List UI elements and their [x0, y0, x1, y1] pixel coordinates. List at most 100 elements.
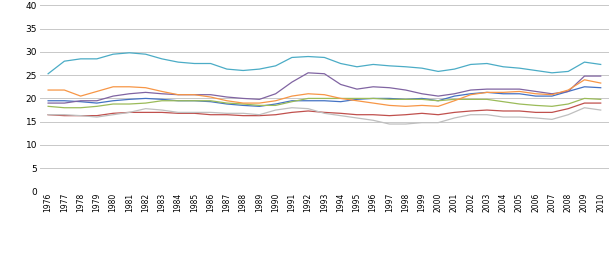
Austria — [223, 101, 231, 105]
Sweden — [239, 69, 247, 72]
United Kingdom — [272, 99, 279, 102]
European Union — [337, 100, 344, 103]
Austria — [207, 99, 214, 102]
European Union — [158, 98, 165, 101]
Austria — [451, 98, 458, 101]
Line: United Kingdom: United Kingdom — [48, 80, 601, 106]
Sweden — [175, 61, 182, 64]
Finland — [499, 88, 507, 91]
Austria — [499, 100, 507, 103]
United States — [581, 106, 588, 109]
United States — [288, 106, 296, 109]
Sweden — [304, 55, 312, 58]
Austria — [370, 97, 377, 100]
World — [288, 111, 296, 114]
United States — [125, 111, 133, 114]
Austria — [239, 102, 247, 106]
Finland — [370, 85, 377, 88]
Finland — [288, 81, 296, 84]
Austria — [256, 104, 263, 107]
Finland — [597, 74, 605, 78]
European Union — [581, 85, 588, 88]
United States — [402, 122, 410, 126]
European Union — [597, 86, 605, 89]
Finland — [337, 83, 344, 86]
United States — [61, 113, 68, 116]
World — [418, 112, 426, 115]
European Union — [239, 104, 247, 107]
World — [61, 114, 68, 117]
United Kingdom — [256, 101, 263, 105]
United States — [418, 121, 426, 124]
Finland — [61, 101, 68, 105]
United States — [320, 112, 328, 115]
United Kingdom — [418, 104, 426, 107]
United States — [337, 114, 344, 117]
United States — [565, 113, 572, 116]
World — [320, 111, 328, 114]
Line: Austria: Austria — [48, 98, 601, 108]
Line: European Union: European Union — [48, 87, 601, 106]
Austria — [548, 105, 555, 108]
Sweden — [467, 63, 474, 66]
Line: United States: United States — [48, 108, 601, 124]
European Union — [256, 105, 263, 108]
World — [142, 111, 149, 114]
United Kingdom — [158, 90, 165, 93]
Finland — [451, 92, 458, 95]
Sweden — [597, 63, 605, 66]
Finland — [418, 92, 426, 95]
Finland — [109, 94, 117, 98]
United Kingdom — [223, 99, 231, 102]
Austria — [158, 99, 165, 102]
Finland — [532, 90, 539, 93]
Sweden — [142, 53, 149, 56]
United Kingdom — [451, 99, 458, 102]
European Union — [418, 97, 426, 100]
European Union — [320, 99, 328, 102]
United States — [386, 122, 393, 126]
Austria — [304, 97, 312, 100]
United Kingdom — [370, 101, 377, 105]
European Union — [499, 92, 507, 95]
Austria — [109, 102, 117, 106]
World — [548, 111, 555, 114]
European Union — [288, 99, 296, 102]
United Kingdom — [304, 92, 312, 95]
World — [223, 113, 231, 116]
Finland — [467, 88, 474, 92]
Sweden — [256, 68, 263, 71]
United Kingdom — [532, 92, 539, 95]
World — [597, 101, 605, 105]
Finland — [125, 92, 133, 95]
Line: World: World — [48, 103, 601, 116]
Finland — [207, 93, 214, 96]
World — [256, 114, 263, 117]
United States — [142, 107, 149, 110]
Austria — [175, 99, 182, 102]
United Kingdom — [353, 99, 360, 102]
Sweden — [548, 71, 555, 74]
European Union — [61, 99, 68, 102]
Finland — [353, 88, 360, 91]
European Union — [125, 98, 133, 101]
World — [207, 113, 214, 116]
European Union — [548, 94, 555, 98]
Austria — [516, 102, 523, 106]
Sweden — [581, 61, 588, 64]
Finland — [304, 71, 312, 74]
Sweden — [532, 69, 539, 72]
Sweden — [353, 65, 360, 68]
Austria — [467, 98, 474, 101]
Sweden — [44, 72, 52, 75]
Sweden — [516, 66, 523, 70]
United Kingdom — [581, 78, 588, 81]
World — [337, 112, 344, 115]
World — [175, 112, 182, 115]
Sweden — [483, 62, 491, 65]
United Kingdom — [565, 88, 572, 92]
World — [239, 114, 247, 117]
European Union — [175, 99, 182, 102]
World — [386, 114, 393, 117]
Finland — [272, 92, 279, 95]
